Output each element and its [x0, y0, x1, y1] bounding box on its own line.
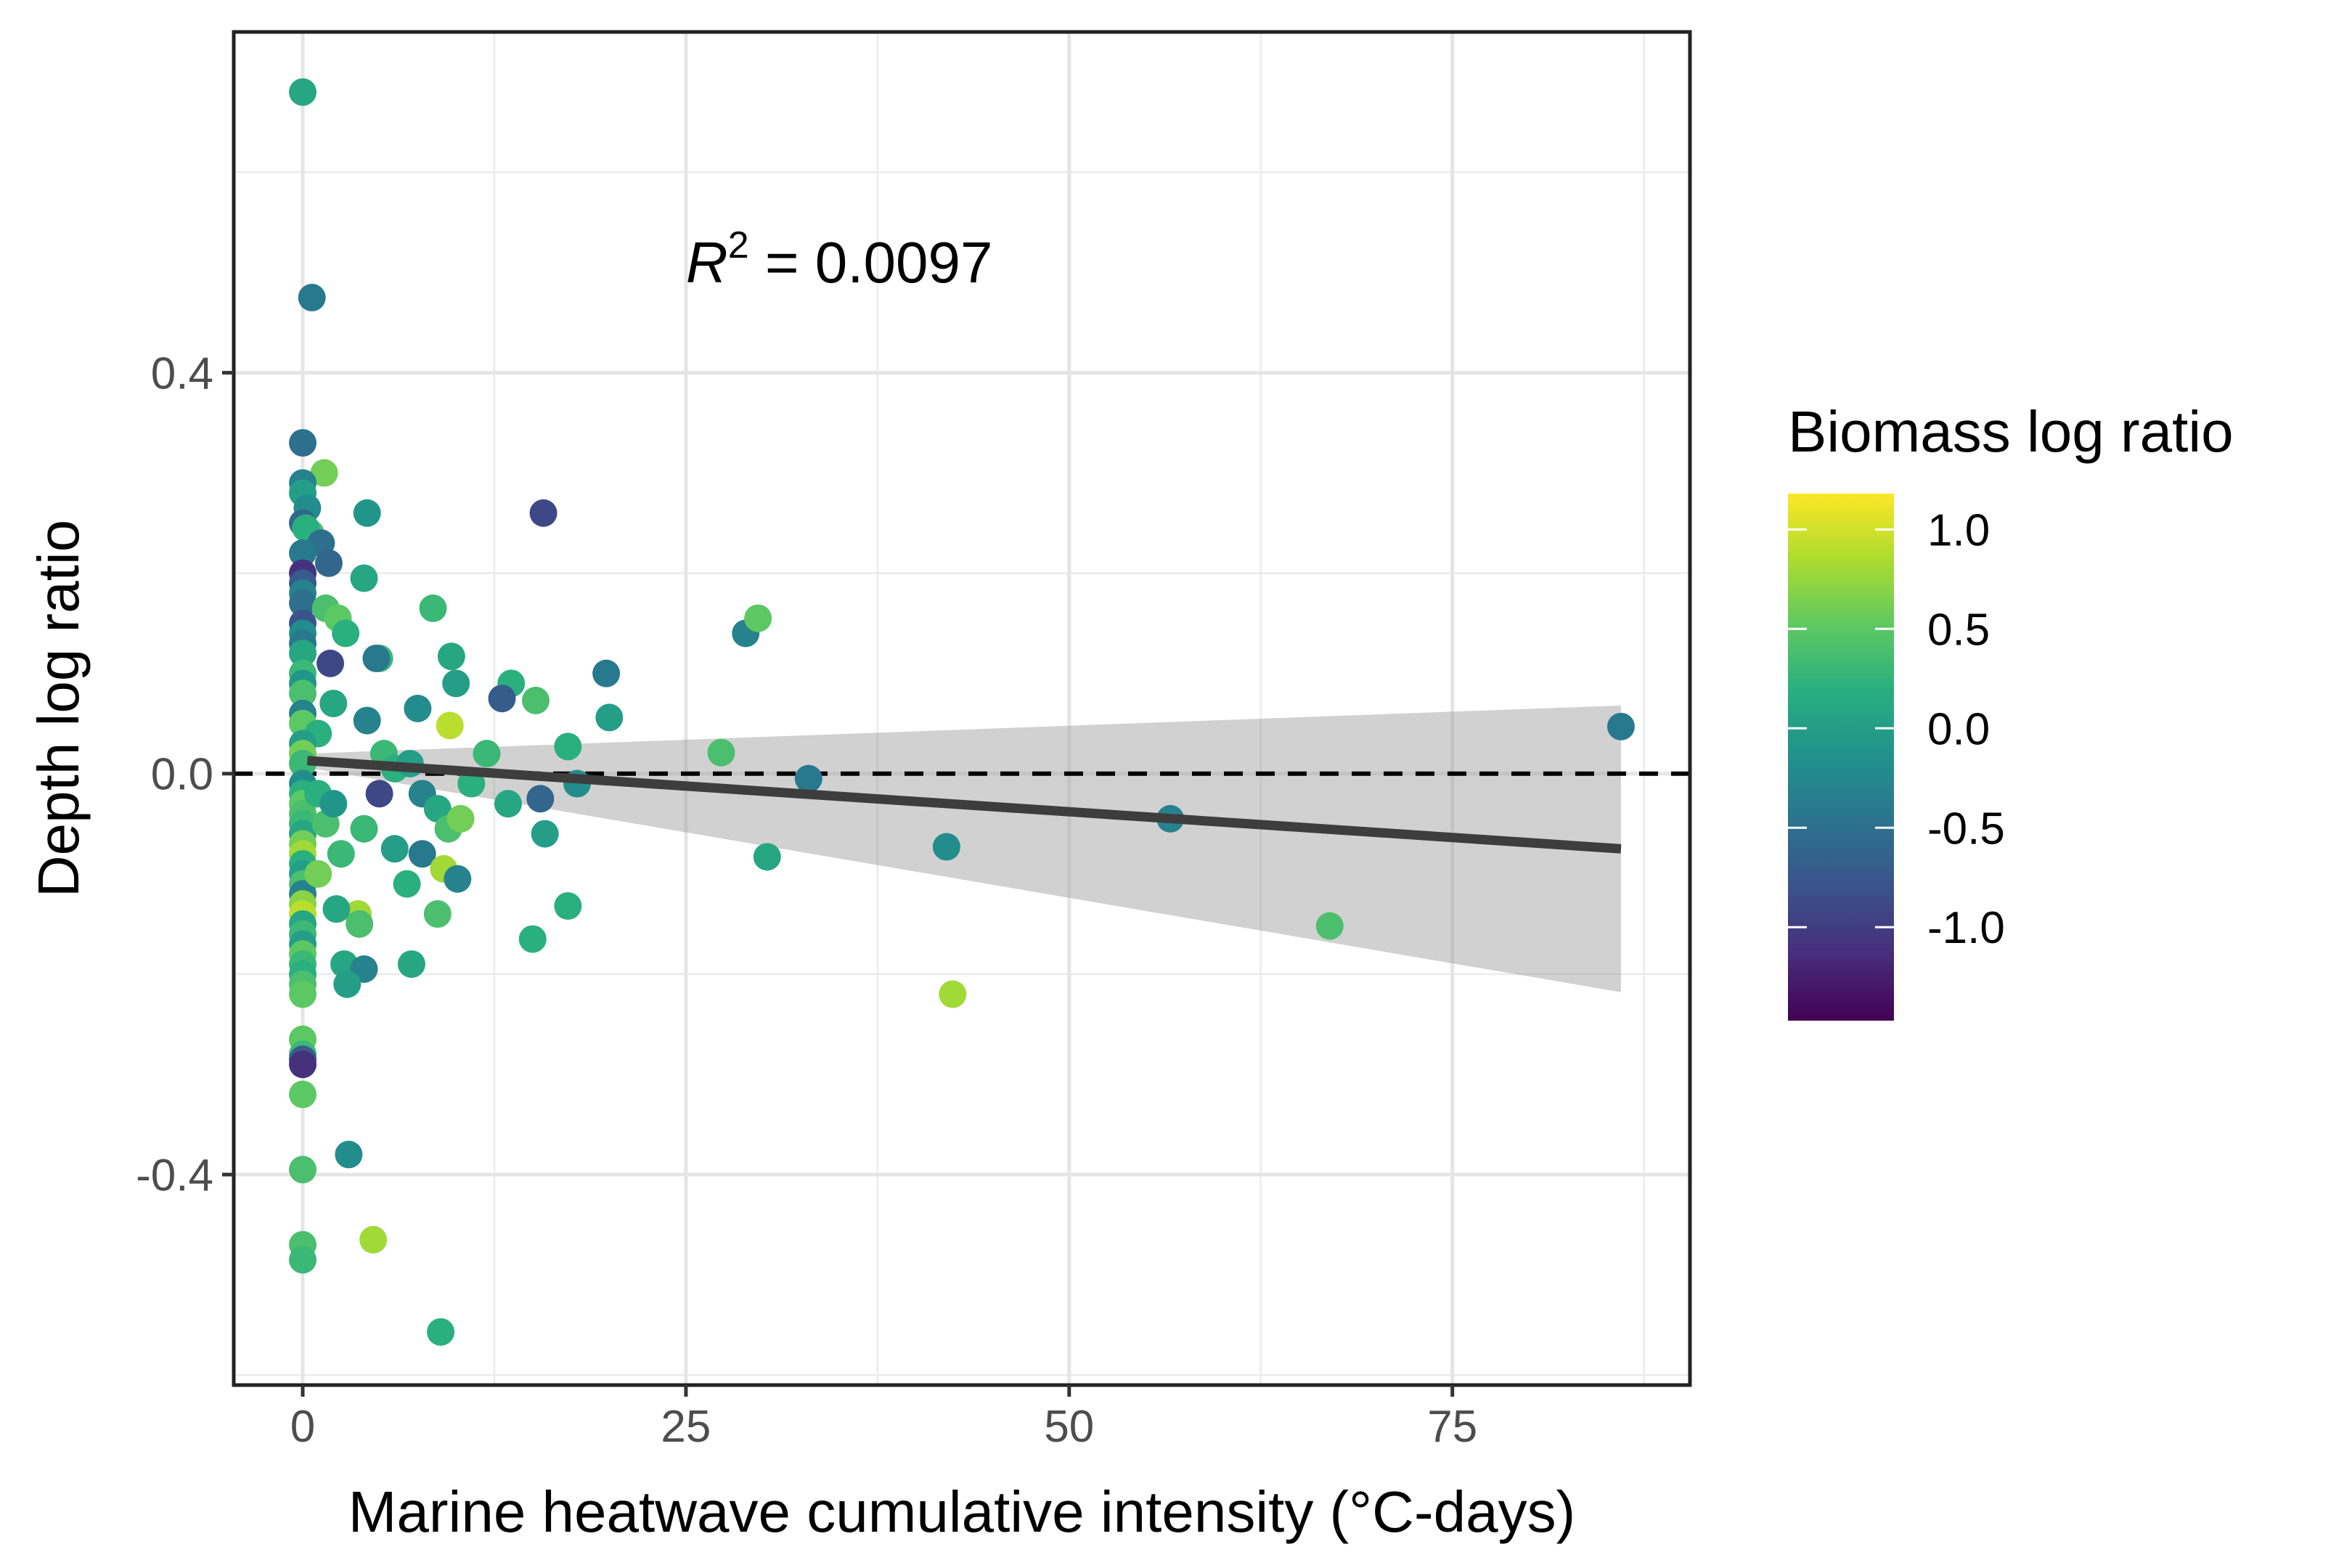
panel-border [232, 30, 1692, 1387]
data-point [289, 1050, 317, 1079]
data-point [529, 499, 558, 527]
confidence-band [307, 705, 1621, 992]
data-point [310, 459, 338, 487]
data-point [350, 814, 378, 843]
data-point [289, 589, 317, 618]
data-point [404, 695, 432, 722]
r-symbol: R [686, 230, 728, 295]
data-point [1315, 912, 1344, 940]
data-point [289, 1246, 317, 1274]
plot-panel [232, 30, 1692, 1387]
data-point [304, 859, 332, 888]
y-axis: -0.4 0.0 0.4 [136, 348, 234, 1201]
data-point [436, 711, 464, 740]
data-point [794, 764, 822, 793]
data-point [423, 900, 452, 928]
colorbar-tick-label: 1.0 [1927, 505, 1990, 555]
colorbar [1788, 494, 1894, 1021]
colorbar-ticks: 1.0 0.5 0.0 -0.5 -1.0 [1788, 505, 2005, 953]
data-point [444, 865, 472, 893]
y-tick-label: 0.4 [151, 348, 213, 399]
data-point [335, 1140, 363, 1169]
data-point [442, 669, 470, 698]
data-point [419, 594, 447, 622]
data-point [753, 843, 781, 871]
data-point [408, 840, 436, 868]
data-point [289, 679, 317, 708]
colorbar-tick-label: -0.5 [1927, 804, 2005, 854]
data-point [327, 840, 355, 868]
data-point [319, 690, 348, 718]
data-point [332, 619, 360, 648]
data-point [554, 892, 582, 920]
data-point [526, 785, 555, 813]
data-point [446, 804, 475, 833]
data-point [322, 895, 351, 923]
grid [234, 32, 1690, 1385]
data-point [932, 833, 960, 861]
x-tick-label: 50 [1044, 1402, 1094, 1452]
data-point [592, 659, 621, 687]
y-tick-label: 0.0 [151, 750, 213, 800]
colorbar-tick-label: 0.0 [1927, 704, 1990, 754]
data-point [289, 640, 317, 668]
data-point [319, 790, 348, 818]
colorbar-tick-label: 0.5 [1927, 605, 1990, 655]
data-point [289, 429, 317, 457]
data-point [744, 604, 772, 632]
y-tick-label: -0.4 [136, 1151, 213, 1201]
data-point [353, 499, 381, 527]
data-point [494, 790, 522, 818]
data-point [353, 706, 381, 735]
data-point [595, 703, 624, 732]
data-point [397, 950, 425, 979]
x-axis-title: Marine heatwave cumulative intensity (°C… [348, 1479, 1575, 1544]
data-point [289, 1080, 317, 1108]
data-point [380, 835, 409, 863]
data-point [521, 686, 550, 714]
regression-line [306, 756, 1622, 854]
data-point [289, 1156, 317, 1184]
r-squared-annotation: R2 = 0.0097 [686, 224, 993, 295]
data-point [1606, 712, 1635, 740]
x-tick-label: 0 [290, 1402, 315, 1452]
panel-background [234, 32, 1690, 1385]
r-value: = 0.0097 [749, 230, 993, 295]
data-point [473, 740, 501, 768]
x-tick-label: 75 [1427, 1402, 1477, 1452]
data-point [554, 732, 582, 761]
data-point [393, 870, 421, 898]
x-axis: 0 25 50 75 [290, 1385, 1477, 1452]
r-exponent: 2 [728, 224, 749, 266]
x-tick-label: 25 [661, 1402, 711, 1452]
data-point [488, 685, 516, 713]
data-point [289, 980, 317, 1008]
data-point [531, 820, 559, 848]
data-point [346, 910, 374, 938]
data-point [437, 642, 465, 671]
data-point [298, 283, 326, 311]
data-point [365, 780, 393, 808]
data-point [289, 78, 317, 106]
data-point [289, 539, 317, 567]
data-point [707, 738, 735, 767]
colorbar-title: Biomass log ratio [1788, 399, 2234, 464]
colorbar-tick-label: -1.0 [1927, 903, 2005, 953]
colorbar-legend: Biomass log ratio 1.0 0.5 0.0 -0.5 -1.0 [1788, 399, 2234, 1021]
data-point [350, 564, 378, 592]
y-axis-title: Depth log ratio [26, 520, 91, 897]
data-point [317, 649, 345, 677]
data-point [359, 1225, 388, 1254]
data-point [362, 644, 391, 672]
data-point [314, 549, 343, 577]
data-point [333, 970, 362, 998]
data-point [427, 1318, 455, 1346]
data-point [939, 980, 967, 1008]
data-point [518, 925, 547, 953]
